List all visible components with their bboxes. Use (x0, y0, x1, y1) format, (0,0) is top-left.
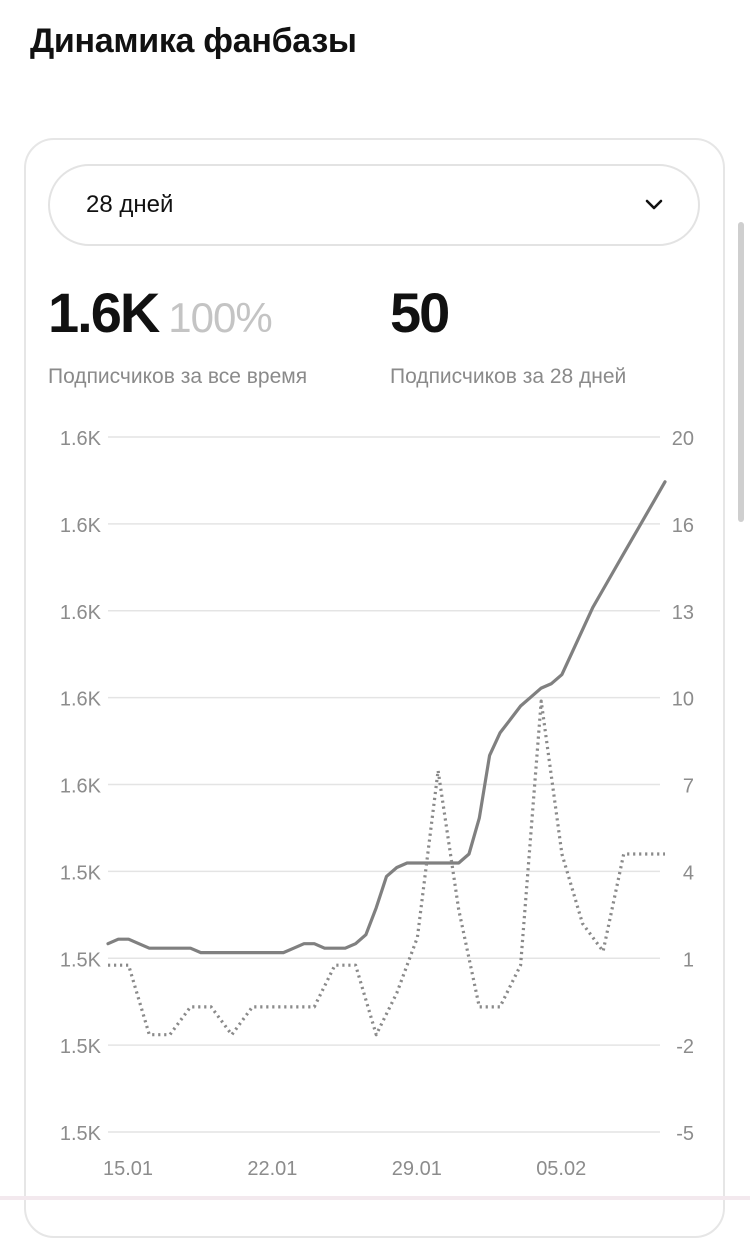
series-line-solid (106, 480, 667, 955)
y-right-tick-label: 13 (672, 602, 694, 624)
y-left-tick-label: 1.5K (60, 949, 102, 971)
page-title: Динамика фанбазы (30, 22, 357, 60)
y-right-tick-label: 1 (683, 949, 694, 971)
y-right-tick-label: -2 (676, 1036, 694, 1058)
y-left-tick-label: 1.6K (60, 515, 102, 537)
period-subscribers-value: 50 (390, 281, 450, 344)
y-left-tick-label: 1.6K (60, 602, 102, 624)
y-right-tick-label: -5 (676, 1123, 694, 1145)
y-right-tick-label: 4 (683, 862, 694, 884)
x-tick-label: 22.01 (247, 1158, 297, 1180)
y-right-tick-label: 10 (672, 689, 694, 711)
y-right-tick-label: 16 (672, 515, 694, 537)
x-tick-label: 29.01 (392, 1158, 442, 1180)
x-tick-label: 05.02 (536, 1158, 586, 1180)
y-right-tick-label: 7 (683, 776, 694, 798)
stat-total-subscribers: 1.6K 100% Подписчиков за все время (48, 280, 307, 389)
x-tick-label: 15.01 (103, 1158, 153, 1180)
y-left-tick-label: 1.5K (60, 1036, 102, 1058)
y-left-tick-label: 1.5K (60, 1123, 102, 1145)
fanbase-chart: 1.6K 20 1.6K 16 1.6K 13 1.6K 10 1.6K 7 1.5K 4 1.5K 1 1… (60, 428, 694, 1180)
period-select-value: 28 дней (86, 191, 174, 218)
y-left-tick-label: 1.6K (60, 428, 102, 450)
y-right-tick-label: 20 (672, 428, 694, 450)
y-left-tick-label: 1.6K (60, 689, 102, 711)
scrollbar[interactable] (738, 222, 744, 522)
stat-period-subscribers: 50 Подписчиков за 28 дней (390, 280, 626, 389)
period-select[interactable]: 28 дней (48, 164, 700, 246)
series-line-dotted (108, 699, 665, 1037)
total-subscribers-caption: Подписчиков за все время (48, 365, 308, 388)
bottom-divider (0, 1196, 750, 1200)
total-subscribers-value: 1.6K (48, 281, 160, 344)
fanbase-card (24, 138, 725, 1238)
y-left-tick-label: 1.6K (60, 776, 102, 798)
y-left-tick-label: 1.5K (60, 862, 102, 884)
chevron-down-icon[interactable] (644, 195, 664, 215)
total-subscribers-percent: 100% (168, 294, 272, 341)
period-subscribers-caption: Подписчиков за 28 дней (390, 365, 627, 388)
